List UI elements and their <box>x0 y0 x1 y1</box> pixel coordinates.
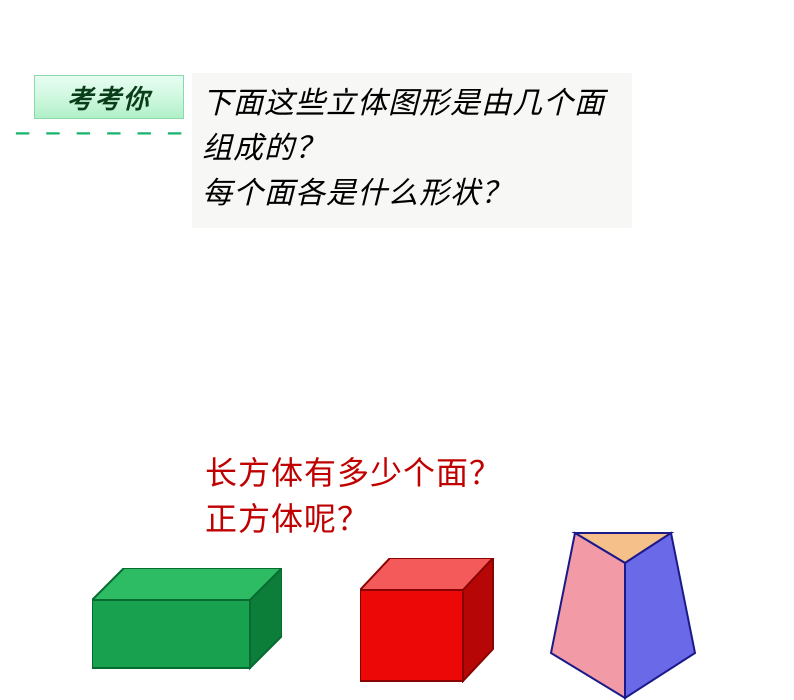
cuboid-shape <box>92 568 282 678</box>
triangular-prism-shape <box>545 515 700 700</box>
bottom-question-2: 正方体呢？ <box>205 496 502 542</box>
prism-right-face <box>625 533 695 698</box>
quiz-badge: 考考你 <box>34 75 184 119</box>
prism-left-face <box>551 533 625 698</box>
cube-front-face <box>360 590 463 681</box>
quiz-badge-group: 考考你 — — — — — — — <box>34 75 184 119</box>
cube-shape <box>360 558 495 683</box>
question-box: 下面这些立体图形是由几个面组成的？ 每个面各是什么形状？ <box>192 73 632 228</box>
cuboid-front-face <box>92 600 250 668</box>
bottom-question-1: 长方体有多少个面？ <box>205 450 502 496</box>
question-line-2: 每个面各是什么形状？ <box>202 171 622 216</box>
question-line-1: 下面这些立体图形是由几个面组成的？ <box>202 81 622 171</box>
shapes-row <box>0 268 794 448</box>
dashed-underline: — — — — — — — <box>16 121 214 146</box>
bottom-questions: 长方体有多少个面？ 正方体呢？ <box>205 450 502 543</box>
quiz-badge-label: 考考你 <box>67 79 151 116</box>
